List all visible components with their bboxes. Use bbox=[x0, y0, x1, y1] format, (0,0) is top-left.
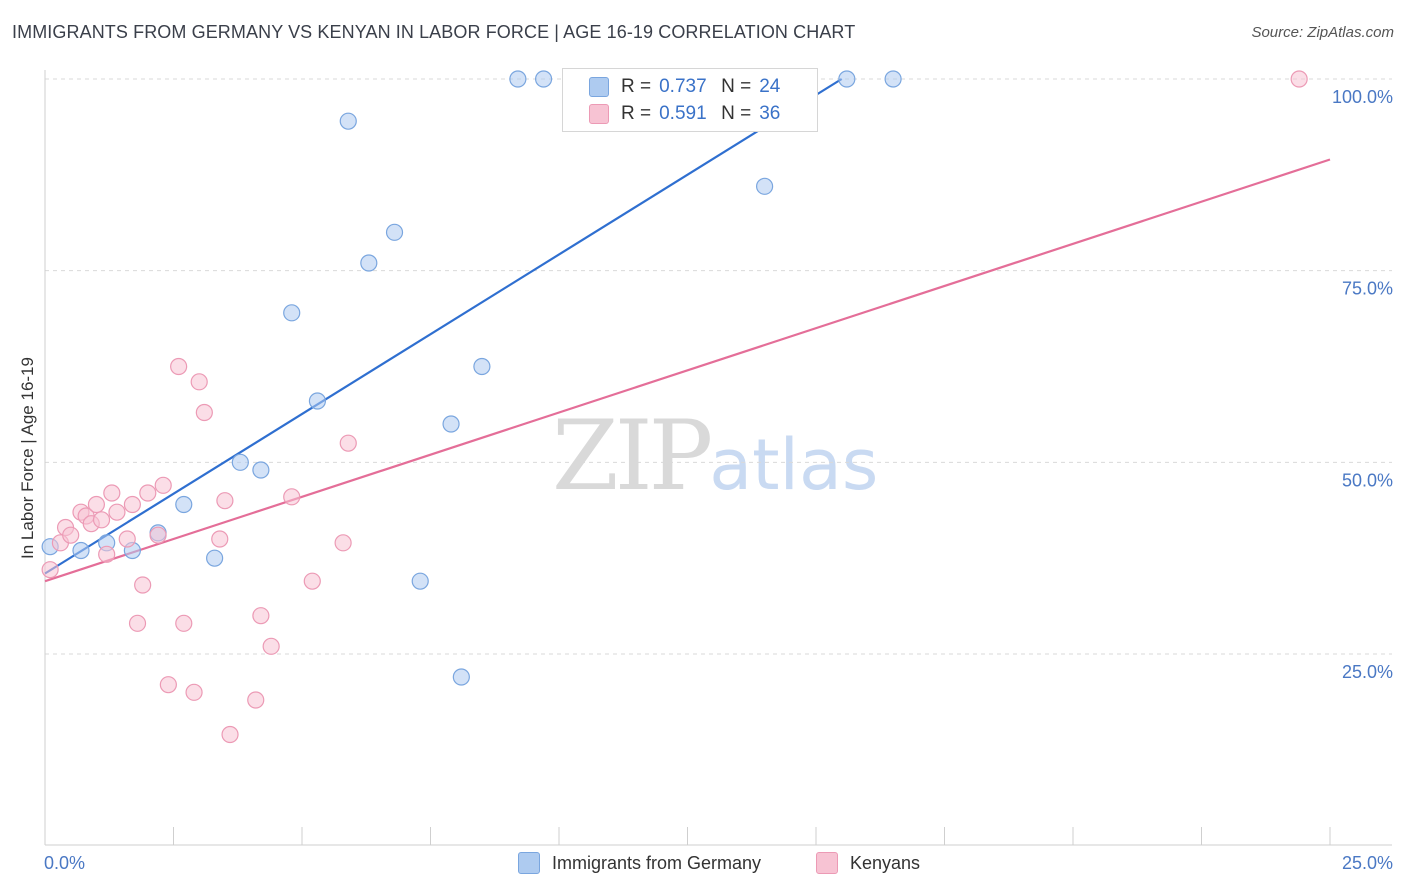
x-tick-label: 0.0% bbox=[44, 853, 85, 873]
watermark: ZIPatlas bbox=[552, 400, 878, 512]
germany-trend-line bbox=[44, 78, 843, 575]
kenyan-point bbox=[149, 526, 167, 544]
germany-point bbox=[452, 668, 470, 686]
germany-point bbox=[308, 392, 327, 410]
trend-lines bbox=[44, 78, 1331, 583]
kenyan-point bbox=[92, 511, 111, 529]
y-tick-label: 50.0% bbox=[1342, 470, 1393, 490]
y-tick-label: 75.0% bbox=[1342, 279, 1393, 299]
r-label: R = bbox=[621, 76, 652, 97]
n-label: N = bbox=[721, 76, 752, 97]
n-value: 36 bbox=[759, 103, 781, 124]
legend-row-germany: R = 0.737 N = 24 bbox=[589, 74, 780, 100]
kenyan-point bbox=[98, 545, 116, 563]
kenyan-swatch bbox=[816, 852, 838, 874]
kenyan-point bbox=[175, 614, 193, 632]
kenyan-point bbox=[87, 495, 106, 514]
x-tick-label: 25.0% bbox=[1342, 853, 1393, 873]
kenyan-point bbox=[283, 488, 301, 506]
kenyan-point bbox=[118, 530, 136, 548]
kenyan-point bbox=[154, 476, 172, 494]
kenyan-point bbox=[190, 373, 208, 391]
legend-label: Immigrants from Germany bbox=[552, 852, 762, 873]
kenyan-point bbox=[247, 691, 265, 709]
kenyan-point bbox=[216, 492, 234, 510]
kenyan-point bbox=[41, 561, 59, 579]
kenyan-point bbox=[252, 607, 270, 625]
legend-label: Kenyans bbox=[850, 852, 921, 873]
r-label: R = bbox=[621, 103, 652, 124]
kenyan-point bbox=[185, 683, 203, 701]
kenyan-point bbox=[262, 637, 280, 655]
germany-point bbox=[411, 572, 429, 590]
kenyan-point bbox=[334, 534, 352, 552]
kenyan-point bbox=[108, 503, 126, 521]
germany-point bbox=[838, 70, 856, 88]
n-value: 24 bbox=[759, 76, 781, 97]
germany-point bbox=[283, 304, 301, 322]
kenyan-point bbox=[159, 676, 177, 694]
kenyan-swatch bbox=[589, 104, 609, 124]
grid bbox=[45, 78, 1392, 655]
germany-point bbox=[252, 461, 270, 479]
kenyan-point bbox=[303, 572, 321, 590]
y-tick-label: 25.0% bbox=[1342, 662, 1393, 682]
kenyan-point bbox=[103, 484, 121, 502]
kenyan-point bbox=[221, 725, 239, 744]
kenyan-trend-line bbox=[44, 158, 1331, 583]
germany-point bbox=[72, 541, 90, 560]
series-legend: Immigrants from Germany Kenyans bbox=[0, 852, 1406, 878]
y-tick-label: 100.0% bbox=[1332, 87, 1393, 107]
kenyan-point bbox=[1290, 70, 1308, 88]
germany-point bbox=[206, 549, 224, 567]
axes bbox=[44, 70, 1392, 846]
kenyan-point bbox=[195, 403, 213, 422]
n-label: N = bbox=[721, 103, 752, 124]
r-value: 0.737 bbox=[659, 76, 707, 97]
legend-row-kenyan: R = 0.591 N = 36 bbox=[589, 101, 780, 127]
chart-title: IMMIGRANTS FROM GERMANY VS KENYAN IN LAB… bbox=[12, 22, 856, 42]
watermark-zip: ZIP bbox=[552, 400, 713, 512]
kenyan-point bbox=[123, 495, 141, 514]
r-value: 0.591 bbox=[659, 103, 707, 124]
legend-item-kenyan[interactable]: Kenyans bbox=[816, 852, 920, 874]
germany-point bbox=[339, 112, 357, 130]
kenyan-point bbox=[62, 526, 80, 544]
data-points bbox=[41, 70, 1308, 744]
kenyan-point bbox=[139, 484, 157, 502]
germany-swatch bbox=[589, 77, 609, 97]
source-label: Source: ZipAtlas.com bbox=[1251, 24, 1394, 41]
germany-point bbox=[175, 495, 193, 514]
stats-legend: R = 0.737 N = 24 R = 0.591 N = 36 bbox=[562, 68, 818, 132]
germany-swatch bbox=[518, 852, 540, 874]
germany-point bbox=[231, 453, 249, 471]
kenyan-point bbox=[170, 357, 188, 376]
germany-point bbox=[534, 70, 553, 88]
germany-point bbox=[509, 70, 527, 88]
kenyan-point bbox=[134, 576, 152, 594]
kenyan-point bbox=[128, 614, 147, 632]
tick-labels: 25.0% 50.0% 75.0% 100.0% 0.0% 25.0% In Labor F… bbox=[18, 87, 1393, 873]
germany-point bbox=[473, 357, 491, 376]
germany-point bbox=[360, 254, 378, 272]
germany-point bbox=[755, 177, 774, 195]
legend-item-germany[interactable]: Immigrants from Germany bbox=[518, 852, 761, 874]
watermark-atlas: atlas bbox=[709, 424, 879, 506]
germany-point bbox=[385, 223, 404, 241]
y-axis-title: In Labor Force | Age 16-19 bbox=[18, 357, 37, 559]
kenyan-point bbox=[211, 530, 229, 548]
germany-point bbox=[884, 70, 902, 88]
germany-point bbox=[442, 415, 460, 433]
kenyan-point bbox=[339, 434, 357, 452]
